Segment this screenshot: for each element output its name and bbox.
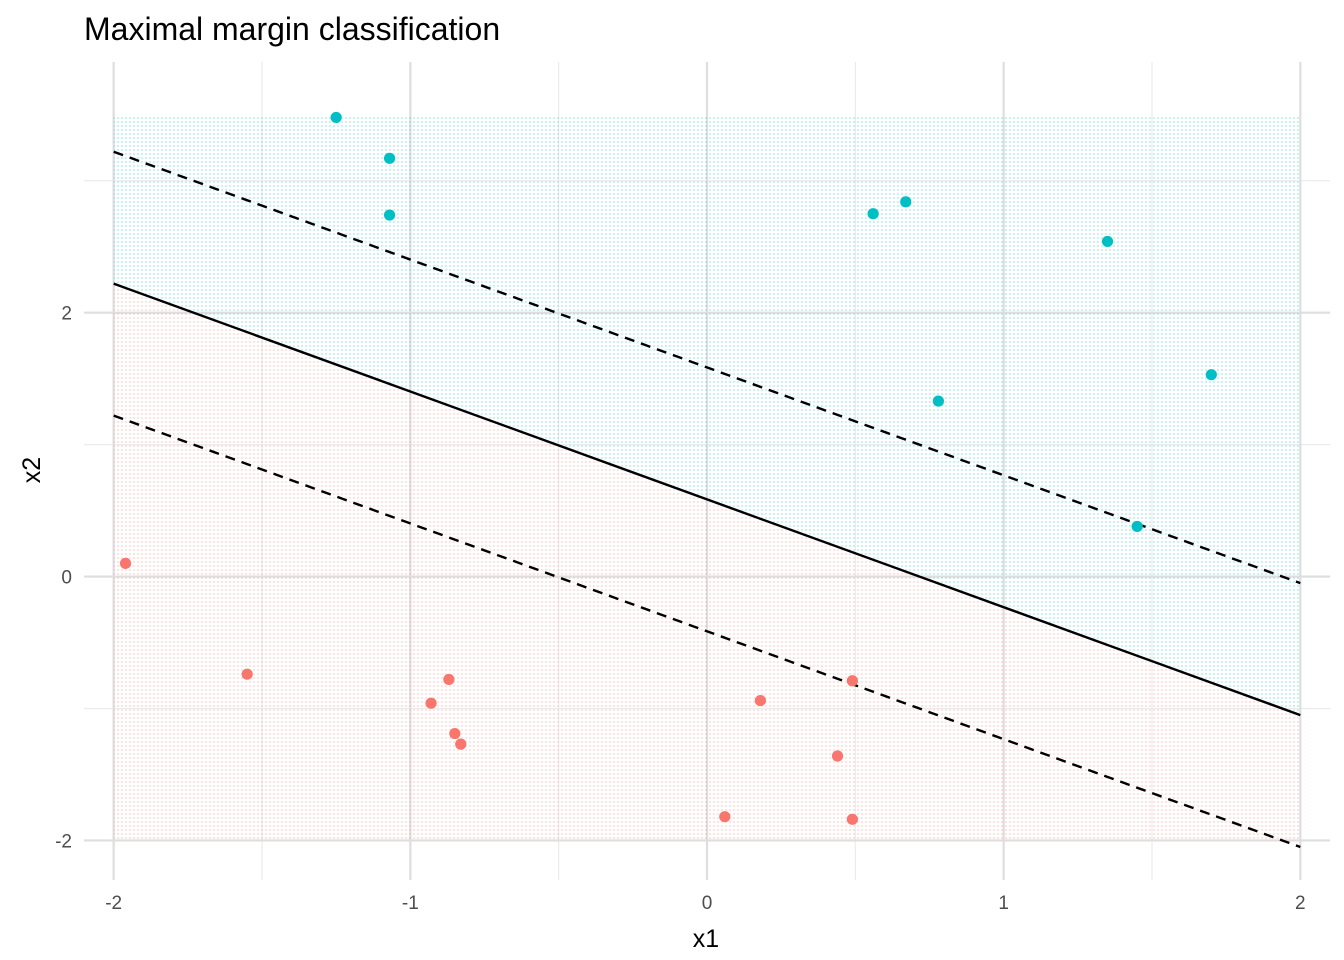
y-axis-title: x2 bbox=[18, 457, 46, 483]
y-tick-label: -2 bbox=[55, 831, 72, 852]
data-point bbox=[119, 557, 132, 569]
axes: -2 -1 0 1 2 -2 0 2 bbox=[55, 304, 1306, 914]
margin-line bbox=[113, 414, 1301, 849]
data-point bbox=[383, 209, 396, 221]
data-point bbox=[900, 196, 912, 208]
region-class-a bbox=[113, 283, 1301, 841]
x-axis-title: x1 bbox=[693, 925, 719, 953]
data-point bbox=[241, 668, 253, 680]
data-point bbox=[455, 738, 467, 750]
data-point bbox=[449, 727, 461, 740]
data-point bbox=[846, 813, 858, 825]
y-tick-label: 2 bbox=[61, 304, 72, 325]
x-tick-label: 1 bbox=[998, 893, 1009, 914]
data-point bbox=[383, 152, 396, 164]
x-tick-label: -1 bbox=[402, 893, 419, 914]
x-tick-label: -2 bbox=[105, 893, 122, 914]
margin-line bbox=[113, 150, 1301, 585]
region-class-b bbox=[113, 114, 1301, 716]
data-point bbox=[1131, 520, 1143, 533]
decision-regions bbox=[113, 114, 1301, 841]
data-point bbox=[425, 697, 437, 709]
data-point bbox=[330, 111, 342, 124]
data-point bbox=[867, 208, 879, 220]
chart-title: Maximal margin classification bbox=[84, 11, 500, 47]
data-point bbox=[846, 675, 858, 687]
boundary-lines bbox=[113, 150, 1301, 849]
data-point bbox=[719, 811, 731, 823]
x-tick-label: 0 bbox=[702, 893, 713, 914]
x-tick-label: 2 bbox=[1295, 893, 1306, 914]
data-point bbox=[932, 395, 945, 407]
data-point bbox=[831, 750, 844, 762]
data-point bbox=[1101, 235, 1114, 248]
data-points bbox=[119, 111, 1217, 825]
data-point bbox=[443, 673, 455, 686]
y-tick-label: 0 bbox=[61, 568, 72, 589]
data-point bbox=[1205, 369, 1217, 381]
decision-boundary-line bbox=[113, 282, 1301, 717]
data-point bbox=[754, 694, 767, 707]
